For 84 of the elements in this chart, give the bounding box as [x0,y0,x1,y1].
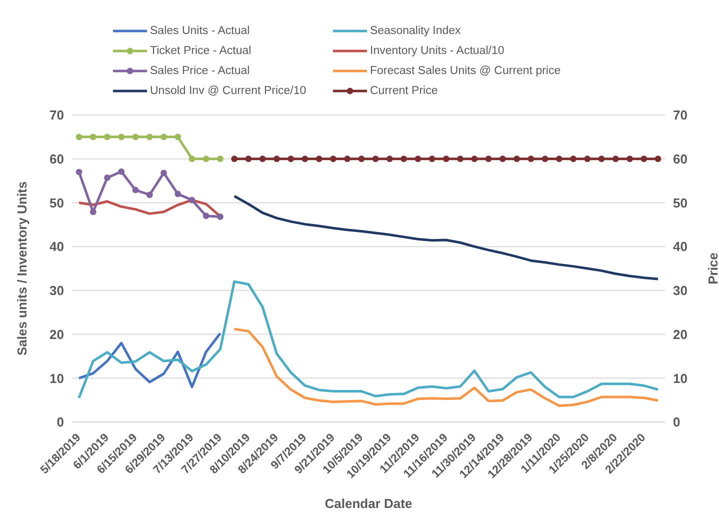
y-tick-label: 30 [50,283,64,298]
y2-tick-label: 50 [673,195,688,210]
legend-label: Forecast Sales Units @ Current price [370,65,561,78]
point [118,168,125,175]
point [414,156,422,162]
point [202,156,210,162]
point [245,156,252,162]
point [132,186,139,194]
point [442,156,450,162]
point [217,214,224,220]
point [316,156,322,162]
point [471,156,478,162]
point [76,134,82,140]
point [90,208,96,216]
point [160,170,167,176]
legend-label: Ticket Price - Actual [150,44,252,57]
point [598,156,605,162]
point [344,156,351,162]
y-tick-label: 40 [50,239,64,254]
point [626,156,633,162]
point [188,156,196,162]
point [330,156,336,162]
point [640,156,648,162]
point [542,156,548,162]
point [90,134,96,140]
point [217,156,224,162]
legend-label: Inventory Units - Actual/10 [370,44,504,57]
legend-label: Unsold Inv @ Current Price/10 [150,85,306,98]
point [118,134,125,140]
point [174,134,182,140]
y-tick-label: 50 [50,195,64,210]
legend-label: Sales Units - Actual [150,24,250,37]
y-tick-label: 20 [50,326,64,342]
y2-tick-label: 40 [673,239,688,254]
line-series [78,280,660,400]
y2-tick-label: 30 [673,283,688,298]
y2-tick-label: 0 [673,414,680,430]
y2-axis-title: Price [706,252,719,284]
y-tick-label: 60 [50,151,64,166]
point [612,156,619,162]
y-tick-label: 70 [50,108,64,123]
point [372,156,379,162]
point [514,156,520,162]
point [188,196,196,204]
y-tick-label: 0 [56,414,64,430]
point [499,156,506,162]
y2-tick-label: 70 [673,108,688,123]
point [259,156,266,162]
point [202,212,210,220]
y2-tick-label: 20 [673,326,688,342]
point [457,156,464,162]
point [358,156,365,162]
point [104,174,110,181]
point [146,134,153,140]
y2-tick-label: 10 [673,370,688,386]
point [386,156,393,162]
point [174,190,182,198]
point [288,156,294,162]
point [132,134,139,140]
point [160,134,167,140]
point [428,156,436,162]
line-series [233,328,660,408]
point [302,156,308,162]
y2-tick-label: 60 [673,151,688,166]
legend-label: Seasonality Index [370,24,461,37]
point [485,156,492,162]
point [570,156,576,162]
x-axis-title: Calendar Date [324,496,412,511]
line-series [233,194,660,280]
point [231,156,238,162]
point [104,134,110,140]
point [400,156,408,162]
legend-label: Current Price [370,85,438,98]
point [528,156,534,162]
point [654,156,662,162]
point [274,156,280,162]
y-axis-title: Sales units / Inventory Units [14,181,30,356]
point [76,168,82,176]
point [556,156,562,162]
line-series [78,332,222,388]
point [584,156,591,162]
point [146,192,153,198]
y-tick-label: 10 [50,370,64,386]
legend-label: Sales Price - Actual [150,65,250,78]
